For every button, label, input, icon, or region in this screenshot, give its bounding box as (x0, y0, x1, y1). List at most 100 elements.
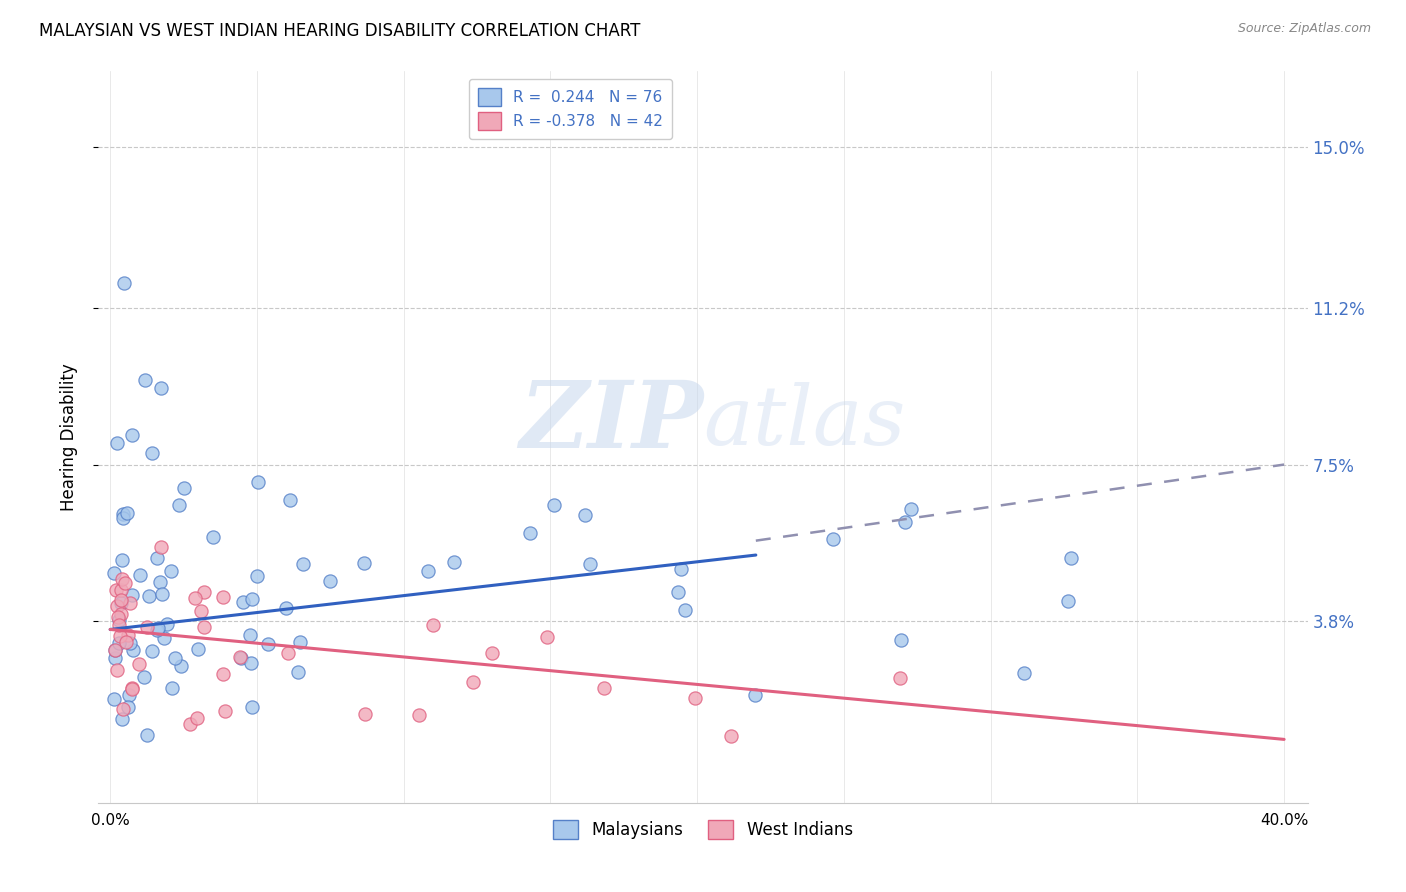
Point (112, 507, 135, 521)
Point (574, 508, 596, 523)
Point (150, 587, 173, 601)
Point (165, 650, 187, 665)
Point (110, 596, 132, 610)
Point (190, 604, 212, 618)
Point (146, 623, 169, 637)
Point (111, 553, 134, 567)
Point (240, 700, 263, 714)
Point (128, 657, 150, 671)
Point (288, 635, 311, 649)
Point (118, 636, 141, 650)
Point (121, 588, 143, 602)
Point (186, 711, 208, 725)
Point (110, 629, 132, 643)
Point (107, 610, 129, 624)
Point (889, 671, 911, 685)
Point (167, 498, 190, 512)
Point (443, 555, 465, 569)
Point (111, 572, 134, 586)
Point (156, 616, 179, 631)
Point (212, 590, 235, 604)
Point (671, 562, 693, 576)
Point (201, 530, 224, 544)
Point (103, 566, 125, 580)
Point (193, 585, 215, 599)
Point (744, 688, 766, 702)
Point (112, 702, 135, 716)
Text: Source: ZipAtlas.com: Source: ZipAtlas.com (1237, 22, 1371, 36)
Point (278, 493, 301, 508)
Point (146, 550, 169, 565)
Y-axis label: Hearing Disability: Hearing Disability (59, 363, 77, 511)
Point (246, 475, 269, 489)
Point (277, 647, 299, 661)
Point (117, 700, 139, 714)
Point (112, 276, 135, 290)
Point (160, 681, 183, 695)
Point (229, 650, 252, 665)
Point (463, 675, 485, 690)
Point (287, 665, 309, 680)
Point (121, 682, 143, 697)
Point (110, 592, 132, 607)
Point (149, 540, 172, 554)
Point (229, 649, 252, 664)
Point (141, 643, 163, 657)
Point (136, 620, 159, 634)
Point (257, 637, 280, 651)
Point (1059, 551, 1081, 566)
Point (112, 511, 135, 525)
Point (240, 592, 263, 607)
Point (107, 618, 129, 632)
Point (107, 613, 129, 627)
Point (136, 728, 159, 742)
Point (149, 574, 172, 589)
Point (666, 584, 689, 599)
Point (184, 591, 207, 605)
Point (117, 628, 139, 642)
Point (187, 642, 209, 657)
Point (408, 708, 430, 723)
Point (146, 621, 169, 635)
Point (111, 712, 134, 726)
Point (108, 636, 131, 650)
Text: ZIP: ZIP (519, 377, 703, 467)
Point (579, 558, 602, 572)
Point (114, 575, 136, 590)
Point (152, 631, 174, 645)
Point (173, 481, 195, 495)
Point (422, 618, 444, 632)
Point (292, 557, 315, 571)
Point (543, 498, 565, 512)
Point (115, 506, 138, 520)
Text: atlas: atlas (703, 383, 905, 462)
Point (105, 663, 128, 677)
Point (353, 556, 375, 570)
Point (110, 582, 132, 597)
Point (104, 651, 127, 665)
Point (673, 603, 696, 617)
Point (416, 564, 439, 578)
Point (211, 667, 233, 681)
Point (536, 630, 558, 644)
Point (120, 596, 142, 610)
Point (141, 445, 163, 459)
Point (353, 707, 375, 722)
Point (129, 568, 152, 582)
Point (246, 568, 269, 582)
Point (118, 688, 141, 702)
Point (481, 646, 503, 660)
Point (160, 564, 183, 578)
Point (132, 670, 155, 684)
Point (104, 643, 127, 657)
Point (105, 599, 128, 614)
Point (683, 690, 706, 705)
Point (110, 607, 132, 622)
Legend: Malaysians, West Indians: Malaysians, West Indians (547, 814, 859, 846)
Point (900, 501, 922, 516)
Point (214, 705, 236, 719)
Point (319, 574, 342, 589)
Point (134, 373, 156, 387)
Point (122, 642, 145, 657)
Point (894, 515, 917, 529)
